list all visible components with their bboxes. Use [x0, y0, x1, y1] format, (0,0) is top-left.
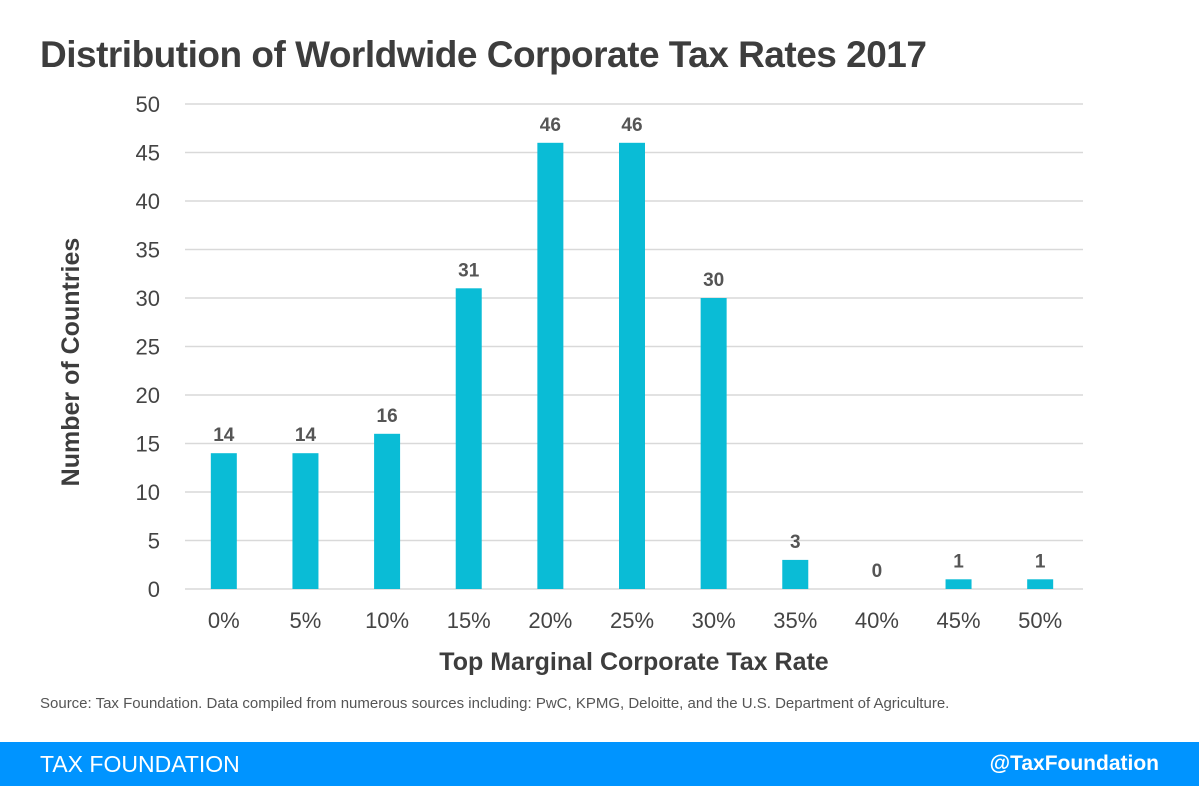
x-tick-label: 15%	[447, 608, 491, 633]
x-tick-label: 30%	[692, 608, 736, 633]
bar	[537, 142, 564, 590]
y-tick-label: 20	[136, 383, 160, 408]
y-tick-label: 45	[136, 141, 160, 166]
data-label: 3	[790, 532, 801, 553]
data-label: 46	[621, 115, 642, 136]
data-label: 46	[540, 115, 561, 136]
data-label: 16	[377, 406, 398, 427]
footer-bar: TAX FOUNDATION @TaxFoundation	[0, 742, 1199, 786]
y-axis-label: Number of Countries	[57, 238, 85, 487]
y-tick-label: 40	[136, 189, 160, 214]
x-tick-label: 20%	[528, 608, 572, 633]
x-tick-label: 35%	[773, 608, 817, 633]
data-label: 30	[703, 270, 724, 291]
data-label: 1	[1035, 551, 1046, 572]
x-tick-label: 50%	[1018, 608, 1062, 633]
x-tick-label: 45%	[937, 608, 981, 633]
y-tick-label: 0	[148, 577, 160, 602]
y-tick-label: 25	[136, 335, 160, 360]
x-tick-label: 10%	[365, 608, 409, 633]
x-tick-label: 25%	[610, 608, 654, 633]
y-tick-label: 10	[136, 480, 160, 505]
x-axis-label: Top Marginal Corporate Tax Rate	[439, 648, 829, 676]
bars	[210, 142, 1054, 590]
data-label: 0	[872, 561, 883, 582]
source-note: Source: Tax Foundation. Data compiled fr…	[40, 695, 950, 712]
bar	[292, 453, 319, 589]
data-label: 14	[213, 425, 235, 446]
bar	[374, 433, 401, 589]
data-label: 1	[953, 551, 964, 572]
footer-handle[interactable]: @TaxFoundation	[989, 752, 1159, 775]
data-label: 14	[295, 425, 317, 446]
y-tick-label: 30	[136, 286, 160, 311]
bar	[455, 288, 482, 589]
bar	[210, 453, 237, 589]
y-tick-label: 50	[136, 92, 160, 117]
x-axis-ticks: 0% 5% 10% 15% 20% 25% 30% 35% 40% 45% 50%	[208, 608, 1062, 633]
bar	[782, 559, 809, 589]
data-label: 31	[458, 260, 480, 281]
bar	[700, 298, 727, 589]
x-tick-label: 0%	[208, 608, 240, 633]
y-axis-ticks: 0 5 10 15 20 25 30 35 40 45 50	[136, 92, 160, 602]
bar	[619, 142, 645, 590]
chart-title: Distribution of Worldwide Corporate Tax …	[40, 34, 927, 75]
y-tick-label: 5	[148, 529, 160, 554]
bar	[1027, 579, 1054, 589]
bar	[945, 579, 972, 589]
x-tick-label: 5%	[290, 608, 322, 633]
x-tick-label: 40%	[855, 608, 899, 633]
y-tick-label: 35	[136, 238, 160, 263]
footer-brand: TAX FOUNDATION	[40, 751, 240, 777]
y-tick-label: 15	[136, 432, 160, 457]
